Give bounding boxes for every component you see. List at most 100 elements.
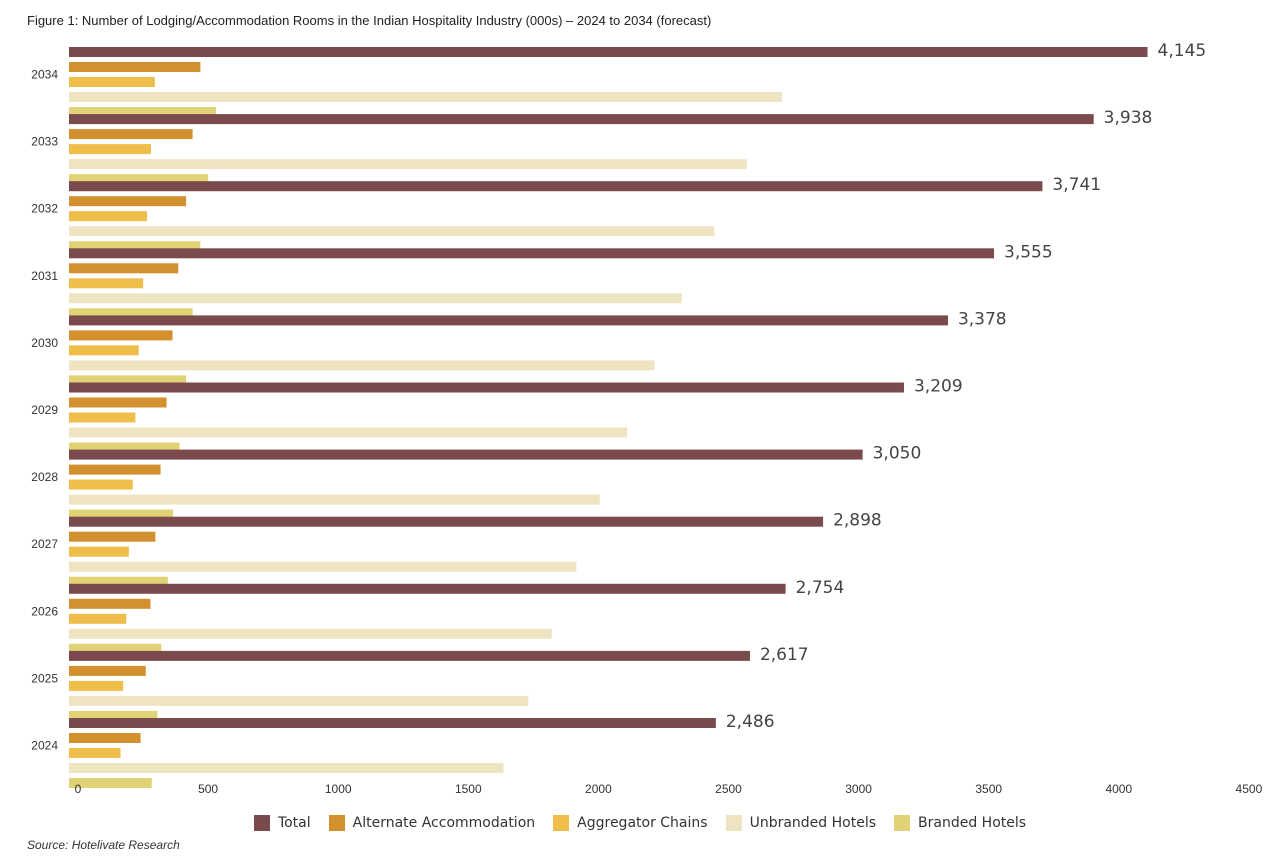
bar-alternate-accommodation: [69, 263, 179, 274]
data-label: 4,145: [1158, 41, 1207, 61]
bar-alternate-accommodation: [69, 598, 151, 609]
bar-unbranded-hotels: [69, 360, 655, 371]
x-tick-label: 3500: [975, 782, 1002, 796]
x-tick-label: 2000: [585, 782, 612, 796]
bar-aggregator-chains: [69, 278, 144, 289]
x-tick-label: 1000: [325, 782, 352, 796]
category-label: 2033: [31, 135, 58, 149]
bar-branded-hotels: [69, 710, 158, 721]
bar-unbranded-hotels: [69, 561, 577, 572]
category-label: 2031: [31, 269, 58, 283]
legend-label: Alternate Accommodation: [352, 815, 536, 831]
bar-branded-hotels: [69, 778, 152, 788]
bar-unbranded-hotels: [69, 293, 682, 304]
bar-total: [69, 516, 824, 527]
category-label: 2024: [31, 739, 58, 753]
bar-unbranded-hotels: [69, 92, 782, 102]
bar-alternate-accommodation: [69, 733, 141, 743]
bar-aggregator-chains: [69, 748, 121, 758]
x-tick-label: 3000: [845, 782, 872, 796]
data-label: 2,486: [726, 712, 775, 732]
bar-total: [69, 114, 1094, 125]
data-label: 2,754: [796, 578, 845, 598]
legend-swatch: [553, 815, 570, 831]
bar-unbranded-hotels: [69, 226, 715, 237]
x-tick-label: 4000: [1105, 782, 1132, 796]
category-label: 2027: [31, 537, 58, 551]
bar-aggregator-chains: [69, 412, 136, 423]
chart-title: Figure 1: Number of Lodging/Accommodatio…: [27, 13, 712, 28]
legend-label: Branded Hotels: [918, 815, 1027, 831]
bar-branded-hotels: [69, 643, 162, 654]
legend-item: Aggregator Chains: [553, 815, 708, 831]
bar-unbranded-hotels: [69, 628, 552, 639]
bar-branded-hotels: [69, 241, 201, 252]
legend-label: Aggregator Chains: [577, 815, 708, 831]
x-tick-label: 500: [198, 782, 218, 796]
bar-unbranded-hotels: [69, 427, 628, 438]
chart-legend: Total Alternate Accommodation Aggregator C…: [0, 815, 1280, 831]
bar-alternate-accommodation: [69, 397, 167, 408]
x-tick-label: 0: [75, 782, 82, 796]
bar-total: [69, 718, 716, 728]
data-label: 3,378: [958, 309, 1007, 329]
legend-item: Unbranded Hotels: [725, 815, 876, 831]
bar-branded-hotels: [69, 576, 168, 587]
bar-aggregator-chains: [69, 77, 155, 87]
bar-alternate-accommodation: [69, 330, 173, 341]
category-label: 2025: [31, 671, 58, 685]
bar-branded-hotels: [69, 442, 180, 453]
bar-total: [69, 181, 1043, 192]
bar-alternate-accommodation: [69, 129, 193, 140]
bar-aggregator-chains: [69, 479, 133, 490]
bar-alternate-accommodation: [69, 531, 156, 542]
bar-unbranded-hotels: [69, 494, 600, 505]
category-label: 2034: [31, 68, 58, 82]
legend-swatch: [253, 815, 270, 831]
data-label: 3,555: [1004, 242, 1053, 262]
data-label: 3,050: [873, 444, 922, 464]
bar-aggregator-chains: [69, 345, 139, 356]
bar-alternate-accommodation: [69, 62, 201, 72]
bar-unbranded-hotels: [69, 159, 747, 170]
bar-total: [69, 315, 948, 326]
bar-branded-hotels: [69, 107, 217, 117]
legend-item: Branded Hotels: [894, 815, 1026, 831]
legend-swatch: [894, 815, 911, 831]
category-label: 2030: [31, 336, 58, 350]
bar-total: [69, 583, 786, 594]
bar-aggregator-chains: [69, 546, 129, 557]
data-label: 3,938: [1104, 108, 1153, 128]
x-tick-label: 1500: [455, 782, 482, 796]
category-label: 2029: [31, 403, 58, 417]
x-tick-label: 2500: [715, 782, 742, 796]
legend-swatch: [328, 815, 345, 831]
source-note: Source: Hotelivate Research: [27, 838, 180, 852]
data-label: 2,617: [760, 645, 809, 665]
bar-total: [69, 650, 750, 661]
bar-branded-hotels: [69, 174, 209, 185]
data-label: 3,209: [914, 377, 963, 397]
bar-branded-hotels: [69, 509, 174, 520]
bar-total: [69, 382, 904, 393]
bar-branded-hotels: [69, 308, 193, 319]
legend-label: Total: [277, 815, 311, 831]
category-label: 2032: [31, 202, 58, 216]
x-tick-label: 4500: [1236, 782, 1263, 796]
bar-alternate-accommodation: [69, 665, 146, 676]
bar-branded-hotels: [69, 375, 187, 386]
bar-aggregator-chains: [69, 613, 127, 624]
category-label: 2028: [31, 470, 58, 484]
bar-total: [69, 248, 995, 259]
legend-item: Total: [253, 815, 311, 831]
bar-aggregator-chains: [69, 211, 148, 222]
bar-total: [69, 47, 1148, 57]
category-label: 2026: [31, 604, 58, 618]
data-label: 2,898: [833, 511, 882, 531]
legend-item: Alternate Accommodation: [328, 815, 536, 831]
data-label: 3,741: [1052, 175, 1101, 195]
bar-unbranded-hotels: [69, 695, 529, 706]
legend-swatch: [725, 815, 742, 831]
bar-alternate-accommodation: [69, 464, 161, 475]
